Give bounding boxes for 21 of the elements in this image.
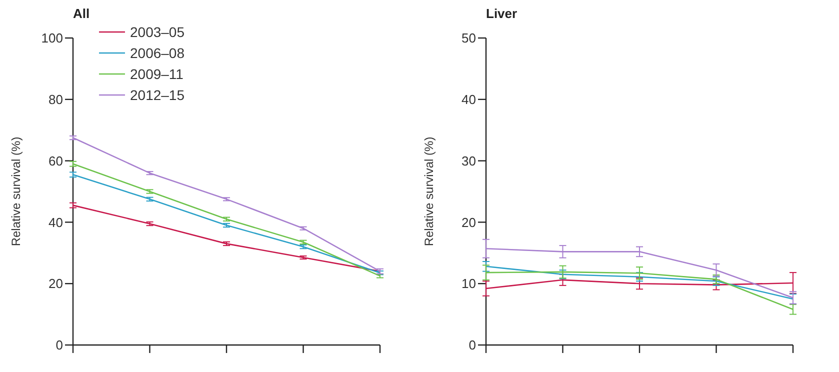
y-tick-label: 50	[462, 30, 476, 46]
y-tick-label: 20	[48, 276, 63, 292]
chart-title: All	[73, 6, 90, 21]
y-axis-title: Relative survival (%)	[9, 136, 23, 246]
y-tick-label: 100	[41, 30, 63, 46]
chart-title: Liver	[486, 6, 518, 21]
y-tick-label: 40	[48, 214, 63, 230]
y-tick-label: 0	[56, 338, 63, 353]
y-tick-label: 20	[462, 214, 476, 230]
y-tick-label: 10	[462, 276, 476, 292]
y-axis-title: Relative survival (%)	[422, 136, 436, 246]
y-tick-label: 40	[462, 92, 476, 107]
y-tick-label: 60	[48, 153, 63, 168]
legend-label: 2006–08	[130, 44, 185, 61]
y-tick-label: 30	[462, 153, 476, 168]
legend-label: 2012–15	[130, 86, 185, 103]
y-tick-label: 0	[468, 338, 476, 353]
line-series	[485, 266, 794, 300]
legend-label: 2009–11	[130, 66, 184, 82]
legend-label: 2003–05	[130, 24, 185, 40]
y-tick-label: 80	[48, 92, 63, 107]
